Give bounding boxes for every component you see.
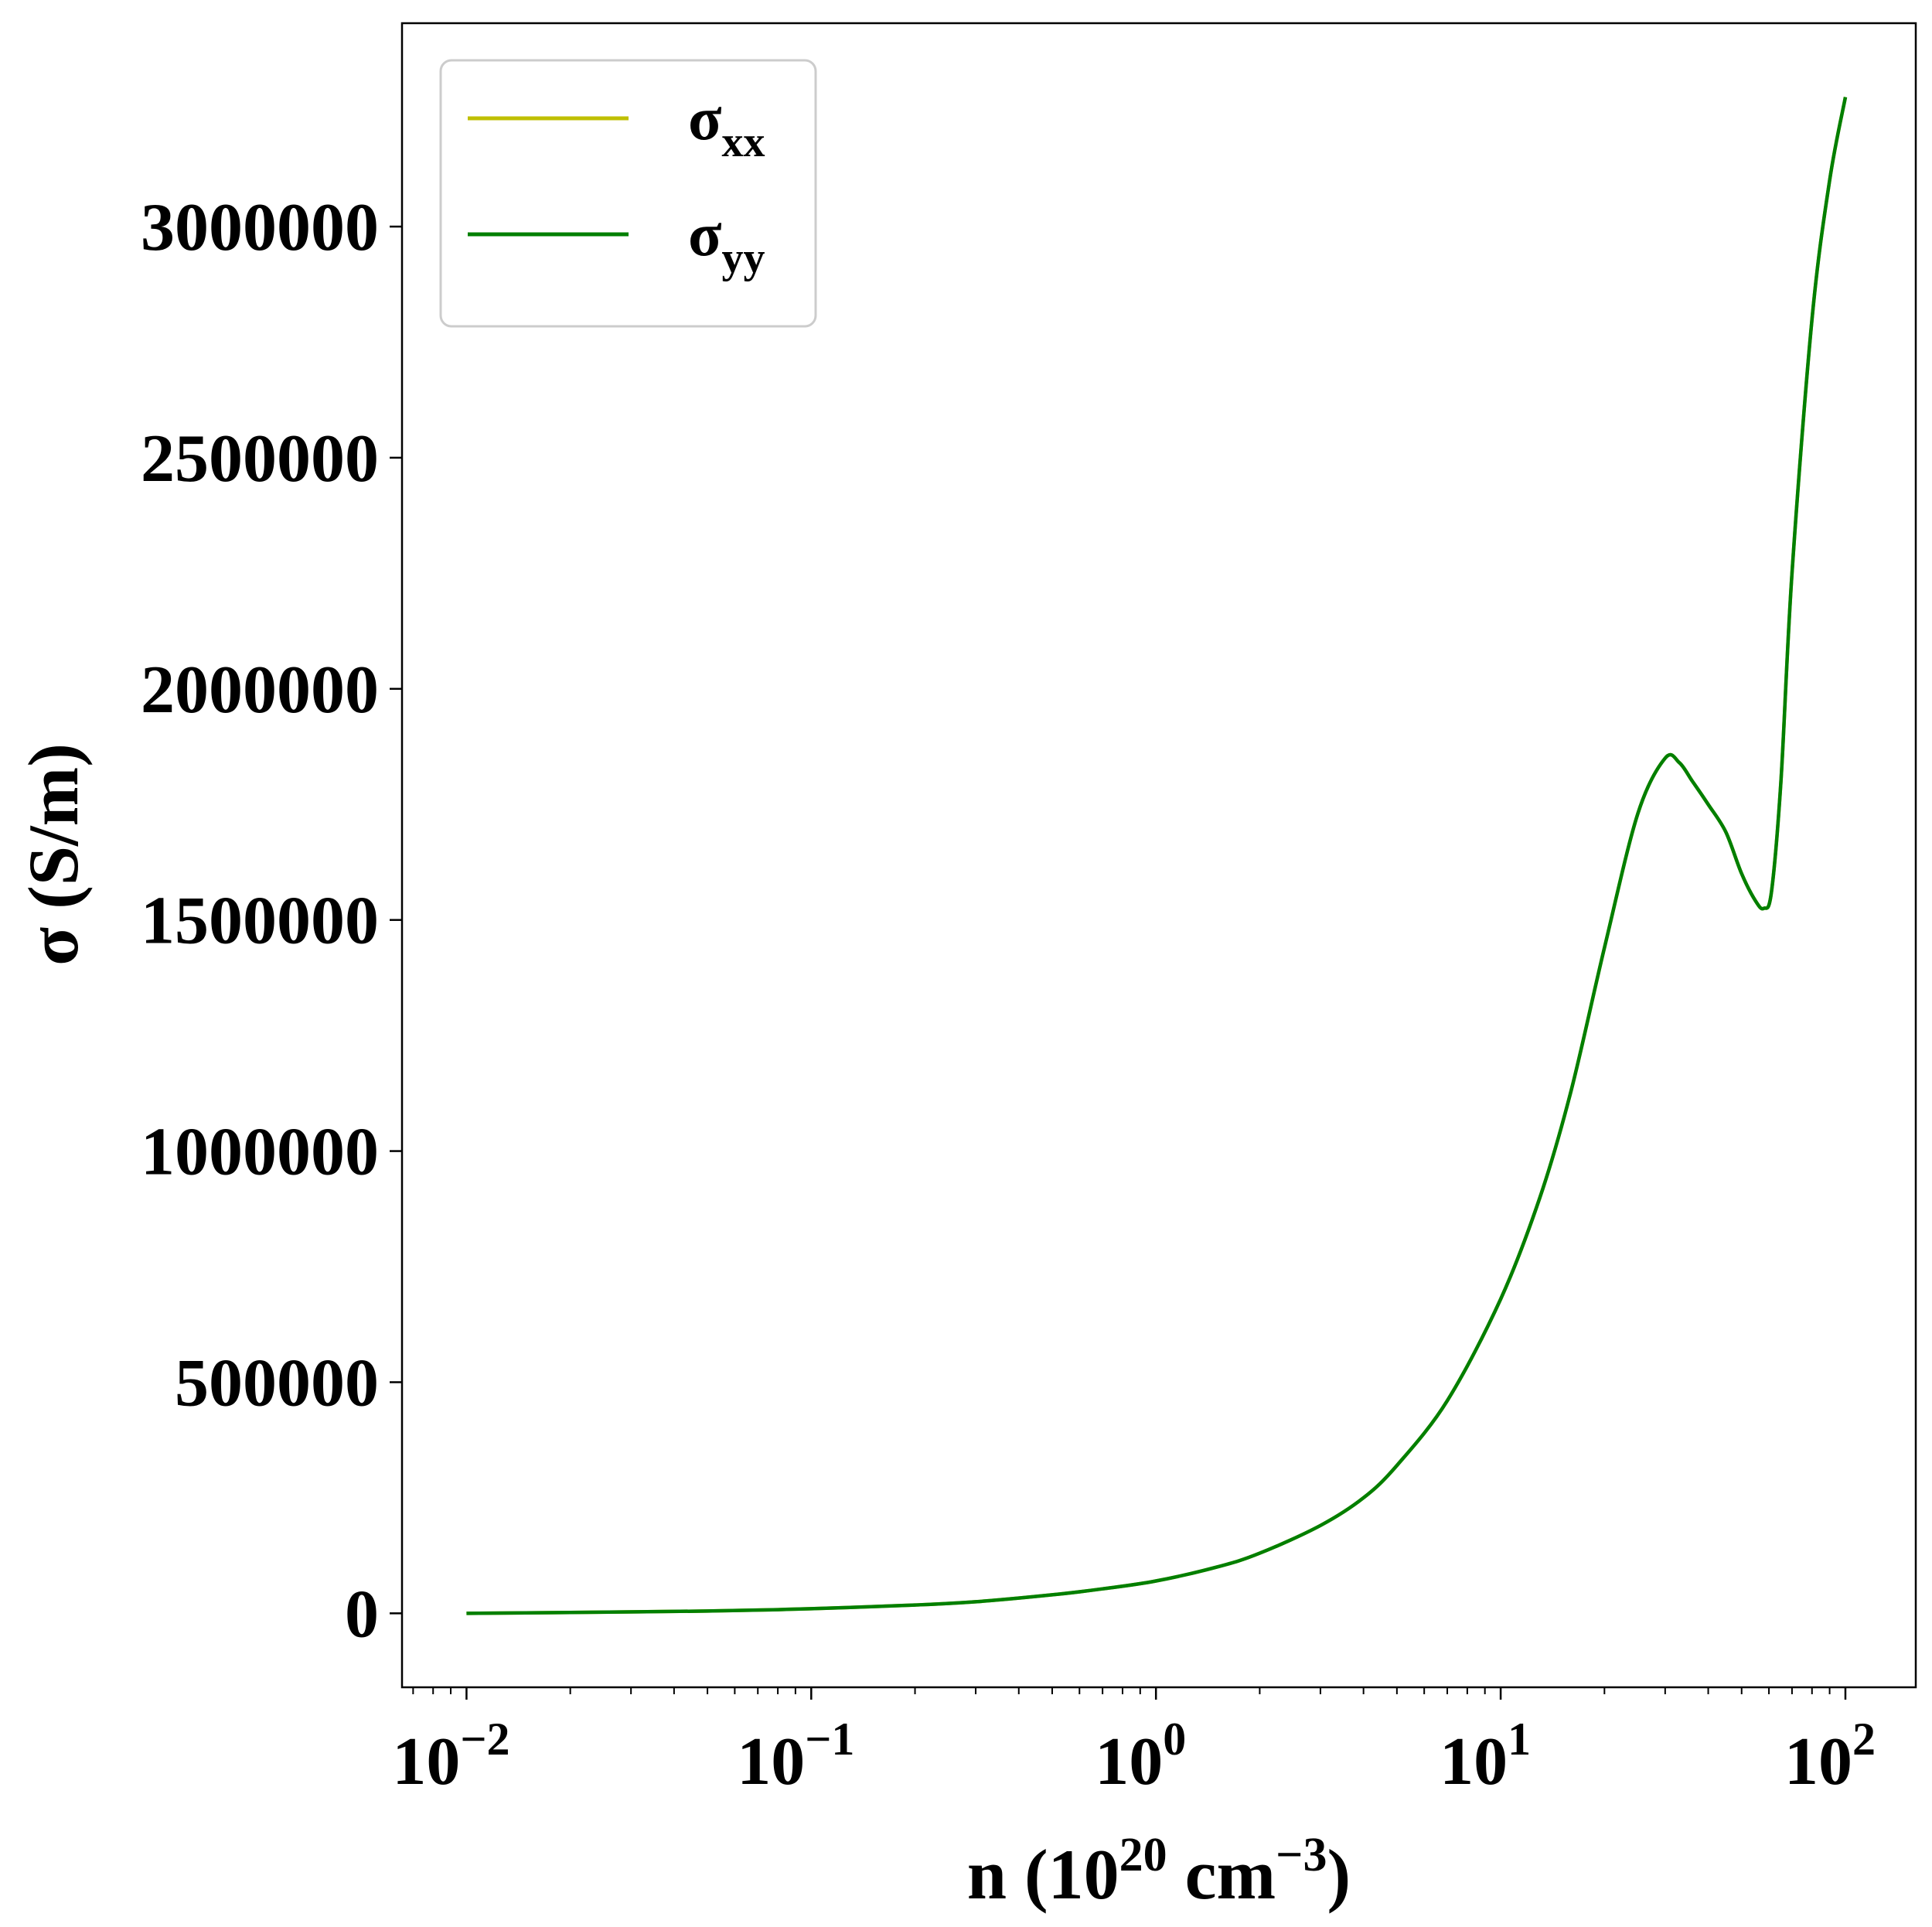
x-tick-label: 101 (1440, 1714, 1531, 1799)
y-tick-label: 2000000 (141, 653, 379, 728)
x-tick-label: 102 (1784, 1714, 1876, 1799)
legend-label-sigma-xx: σxx (688, 85, 765, 166)
y-axis-ticks: 0 500000 1000000 1500000 2000000 2500000 30000… (141, 190, 402, 1652)
x-axis-ticks: 10−2 10−1 100 101 102 (392, 1687, 1876, 1799)
y-axis-label: σ (S/m) (14, 743, 93, 966)
y-tick-label: 500000 (175, 1345, 379, 1421)
x-tick-label: 100 (1095, 1714, 1186, 1799)
y-tick-label: 3000000 (141, 190, 379, 265)
legend-label-sigma-yy: σyy (688, 201, 765, 282)
y-tick-label: 1000000 (141, 1115, 379, 1190)
series-layer (466, 97, 1848, 1615)
series-line-yy (466, 97, 1848, 1615)
x-axis-label: n (1020 cm−3) (967, 1829, 1351, 1914)
plot-frame (400, 22, 1917, 1689)
legend-box (439, 59, 817, 328)
y-tick-label: 0 (345, 1577, 379, 1652)
x-tick-label: 10−2 (392, 1714, 509, 1799)
y-tick-label: 1500000 (141, 884, 379, 959)
x-axis-minor-ticks (412, 1687, 1831, 1694)
x-tick-label: 10−1 (737, 1714, 854, 1799)
legend: σxx σyy (439, 59, 817, 328)
y-tick-label: 2500000 (141, 421, 379, 496)
